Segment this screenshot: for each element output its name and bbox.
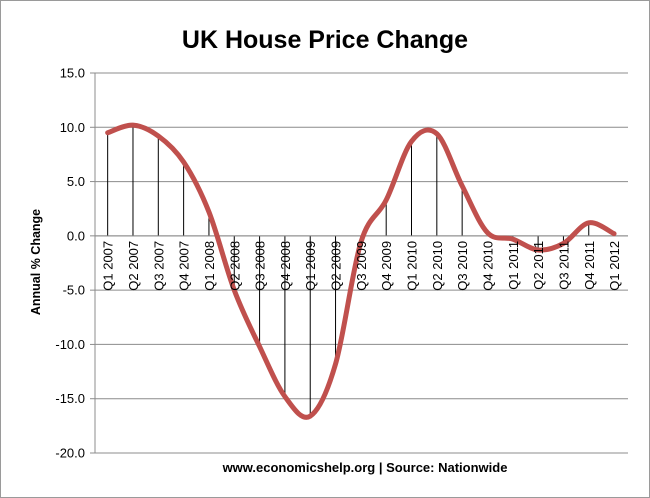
y-tick-label: -15.0 [55, 391, 85, 406]
x-tick-label: Q4 2011 [582, 241, 597, 290]
y-tick-label: -5.0 [63, 283, 85, 298]
x-tick-label: Q1 2011 [506, 241, 521, 290]
x-tick-label: Q1 2012 [607, 241, 622, 291]
x-tick-label: Q3 2010 [455, 241, 470, 291]
y-tick-label: 15.0 [60, 66, 85, 81]
x-tick-label: Q3 2011 [556, 241, 571, 290]
x-tick-label: Q2 2011 [531, 241, 546, 290]
x-tick-label: Q2 2008 [227, 241, 242, 291]
chart-title: UK House Price Change [182, 26, 468, 54]
y-tick-label: 5.0 [67, 174, 85, 189]
x-tick-label: Q1 2007 [101, 241, 116, 291]
x-tick-label: Q2 2007 [126, 241, 141, 291]
x-tick-label: Q1 2008 [202, 241, 217, 291]
y-tick-label: -20.0 [55, 446, 85, 461]
x-tick-label: Q4 2008 [278, 241, 293, 291]
x-tick-label: Q2 2010 [430, 241, 445, 291]
y-axis-label: Annual % Change [29, 209, 43, 315]
x-tick-label: Q4 2010 [480, 241, 495, 291]
drop-lines [107, 125, 615, 417]
x-tick-label: Q1 2009 [303, 241, 318, 291]
y-tick-label: 0.0 [67, 228, 85, 243]
x-tick-label: Q4 2009 [379, 241, 394, 291]
x-tick-label: Q4 2007 [177, 241, 192, 291]
x-tick-labels: Q1 2007 Q2 2007 Q3 2007 Q4 2007 Q1 2008 Q2 20… [101, 241, 622, 291]
x-axis-label: www.economicshelp.org | Source: Nationwi… [222, 460, 508, 475]
x-tick-label: Q3 2009 [354, 241, 369, 291]
series-line-group [105, 122, 617, 420]
x-tick-label: Q3 2007 [151, 241, 166, 291]
x-tick-label: Q2 2009 [329, 241, 344, 291]
y-tick-label: 10.0 [60, 120, 85, 135]
series-line [105, 122, 617, 420]
x-tick-label: Q1 2010 [405, 241, 420, 291]
x-tick-label: Q3 2008 [253, 241, 268, 291]
y-tick-label: -10.0 [55, 337, 85, 352]
y-tick-labels: 15.0 10.0 5.0 0.0 -5.0 -10.0 -15.0 -20.0 [55, 66, 85, 461]
